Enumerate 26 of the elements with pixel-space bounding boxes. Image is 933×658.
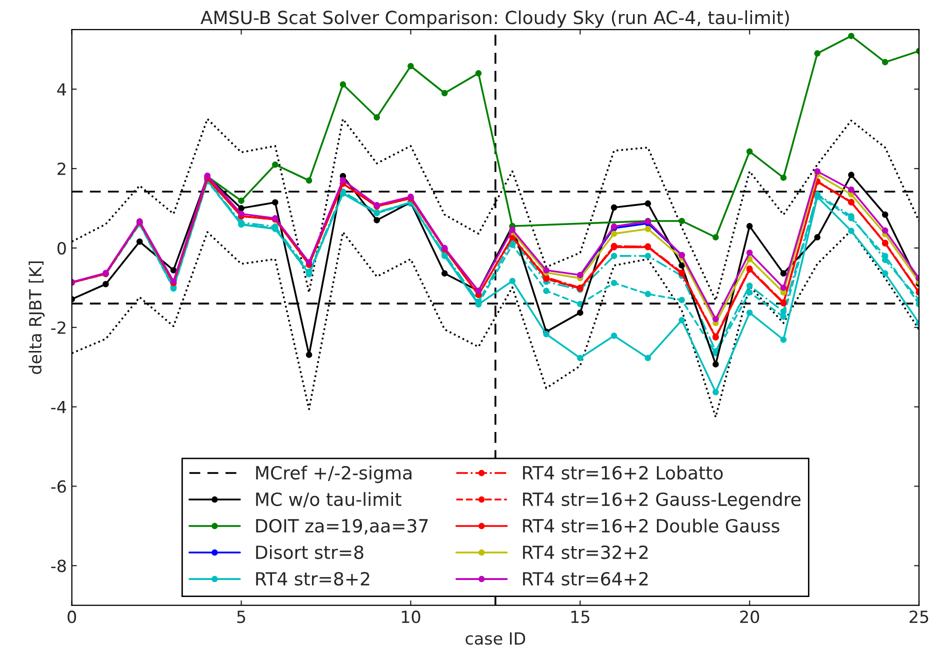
- legend-label: RT4 str=8+2: [256, 572, 370, 586]
- y-tick-label: 0: [57, 242, 66, 255]
- x-tick-label: 20: [740, 610, 760, 624]
- legend-label: DOIT za=19,aa=37: [256, 518, 428, 534]
- x-tick-label: 10: [402, 610, 420, 624]
- y-tick-label: 4: [57, 83, 66, 96]
- y-tick-label: 2: [58, 162, 66, 175]
- legend-label: RT4 str=64+2: [523, 572, 648, 586]
- x-tick-label: 25: [910, 610, 928, 624]
- y-tick-label: -6: [51, 480, 66, 493]
- legend-label: RT4 str=16+2 Gauss-Legendre: [523, 492, 800, 510]
- legend-label: Disort str=8: [256, 545, 364, 560]
- legend-label: MCref +/-2-sigma: [256, 466, 412, 484]
- y-tick-label: -4: [51, 401, 66, 414]
- x-tick-label: 15: [571, 610, 590, 624]
- y-tick-label: -8: [51, 560, 66, 572]
- x-tick-label: 0: [68, 610, 76, 624]
- x-tick-label: 5: [237, 610, 246, 624]
- legend-label: RT4 str=16+2 Lobatto: [523, 466, 723, 480]
- x-axis-title: case ID: [466, 632, 526, 645]
- legend-label: RT4 str=16+2 Double Gauss: [523, 518, 780, 533]
- chart-title: AMSU-B Scat Solver Comparison: Cloudy Sky (run AC-4, tau-limit): [200, 10, 789, 28]
- legend-label: MC w/o tau-limit: [256, 492, 402, 508]
- y-axis-title: delta RJBT [K]: [28, 261, 45, 374]
- y-tick-label: -2: [51, 321, 66, 334]
- legend-label: RT4 str=32+2: [523, 545, 648, 560]
